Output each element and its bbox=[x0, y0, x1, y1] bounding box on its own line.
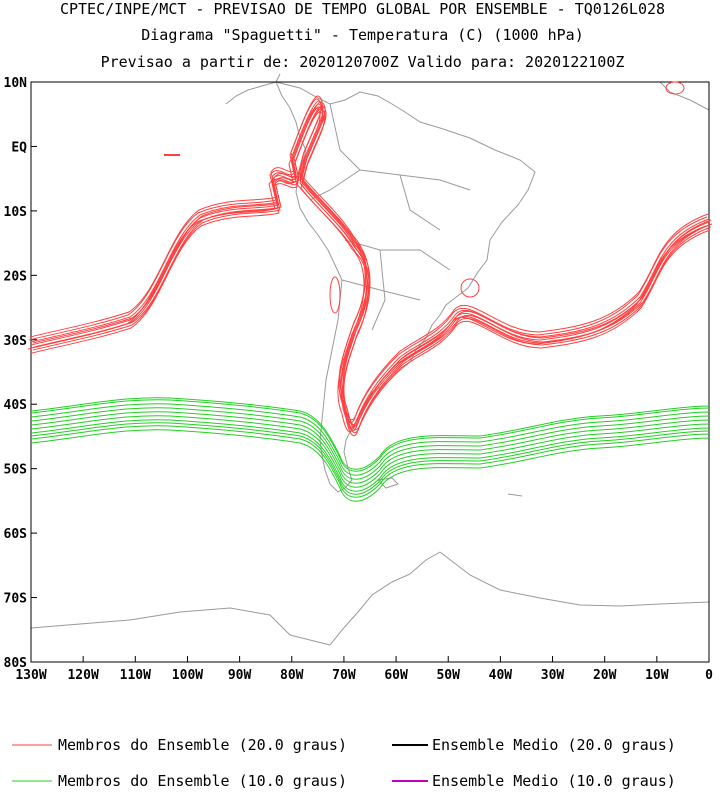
green-member-contour bbox=[30, 407, 710, 480]
lon-tick-label: 10W bbox=[645, 668, 669, 683]
green-member-contour bbox=[30, 399, 710, 472]
lat-tick-label: 50S bbox=[4, 463, 28, 478]
legend-label: Ensemble Medio (20.0 graus) bbox=[432, 736, 676, 754]
green-member-contour bbox=[30, 429, 710, 502]
lon-tick-label: 130W bbox=[15, 668, 46, 683]
lon-tick-label: 110W bbox=[120, 668, 151, 683]
lon-tick-label: 50W bbox=[436, 668, 460, 683]
legend-lines bbox=[12, 744, 428, 782]
red-member-contour bbox=[29, 95, 709, 421]
legend-label: Membros do Ensemble (10.0 graus) bbox=[58, 772, 347, 790]
ensemble-curves bbox=[27, 81, 713, 502]
red-member-contour bbox=[30, 100, 710, 426]
red-closed-contour bbox=[665, 81, 685, 95]
title-line-2: Diagrama "Spaguetti" - Temperatura (C) (… bbox=[141, 26, 584, 44]
red-member-contour bbox=[32, 101, 712, 427]
south-georgia bbox=[507, 493, 523, 497]
red-member-contour bbox=[30, 103, 710, 429]
lon-tick-label: 100W bbox=[172, 668, 203, 683]
red-closed-contour bbox=[329, 276, 341, 314]
legend-label: Ensemble Medio (10.0 graus) bbox=[432, 772, 676, 790]
lat-tick-label: 20S bbox=[4, 269, 28, 284]
lat-tick-label: 40S bbox=[4, 398, 28, 413]
red-member-contour bbox=[33, 105, 713, 431]
lon-tick-label: 20W bbox=[593, 668, 617, 683]
red-member-contour bbox=[27, 107, 707, 433]
lat-tick-label: 80S bbox=[4, 656, 28, 671]
green-member-contour bbox=[30, 415, 710, 488]
antarctic-peninsula bbox=[289, 551, 441, 646]
falkland-islands bbox=[376, 477, 399, 489]
central-america-coast bbox=[225, 73, 281, 105]
lat-tick-label: 10S bbox=[4, 205, 28, 220]
red-member-contour bbox=[31, 111, 711, 437]
antarctica-coast bbox=[30, 551, 710, 636]
lon-tick-label: 60W bbox=[384, 668, 408, 683]
lon-tick-label: 80W bbox=[280, 668, 304, 683]
south-america-coast bbox=[275, 81, 536, 493]
title-line-3: Previsao a partir de: 2020120700Z Valido… bbox=[100, 53, 625, 71]
lon-tick-label: 70W bbox=[332, 668, 356, 683]
country-borders bbox=[309, 103, 471, 331]
lon-tick-label: 40W bbox=[489, 668, 513, 683]
lat-tick-label: 10N bbox=[4, 76, 28, 91]
lat-tick-label: 30S bbox=[4, 334, 28, 349]
red-member-contour bbox=[28, 98, 708, 424]
lat-tick-label: 60S bbox=[4, 527, 28, 542]
coastline-layer bbox=[30, 73, 710, 646]
africa-coast bbox=[659, 81, 710, 111]
green-member-contour bbox=[30, 403, 710, 476]
lat-tick-label: EQ bbox=[11, 140, 27, 155]
title-line-1: CPTEC/INPE/MCT - PREVISAO DE TEMPO GLOBA… bbox=[59, 0, 666, 18]
lon-tick-label: 90W bbox=[228, 668, 252, 683]
green-member-contour bbox=[30, 397, 710, 470]
legend-label: Membros do Ensemble (20.0 graus) bbox=[58, 736, 347, 754]
lon-tick-label: 0 bbox=[705, 668, 713, 683]
red-closed-contour bbox=[460, 278, 480, 298]
lon-tick-label: 120W bbox=[67, 668, 98, 683]
lat-tick-label: 70S bbox=[4, 592, 28, 607]
red-member-contour bbox=[30, 106, 710, 432]
plot-frame bbox=[30, 81, 710, 663]
green-member-contour bbox=[30, 422, 710, 495]
green-member-contour bbox=[30, 419, 710, 492]
green-member-contour bbox=[30, 425, 710, 498]
green-member-contour bbox=[30, 411, 710, 484]
lon-tick-label: 30W bbox=[541, 668, 565, 683]
